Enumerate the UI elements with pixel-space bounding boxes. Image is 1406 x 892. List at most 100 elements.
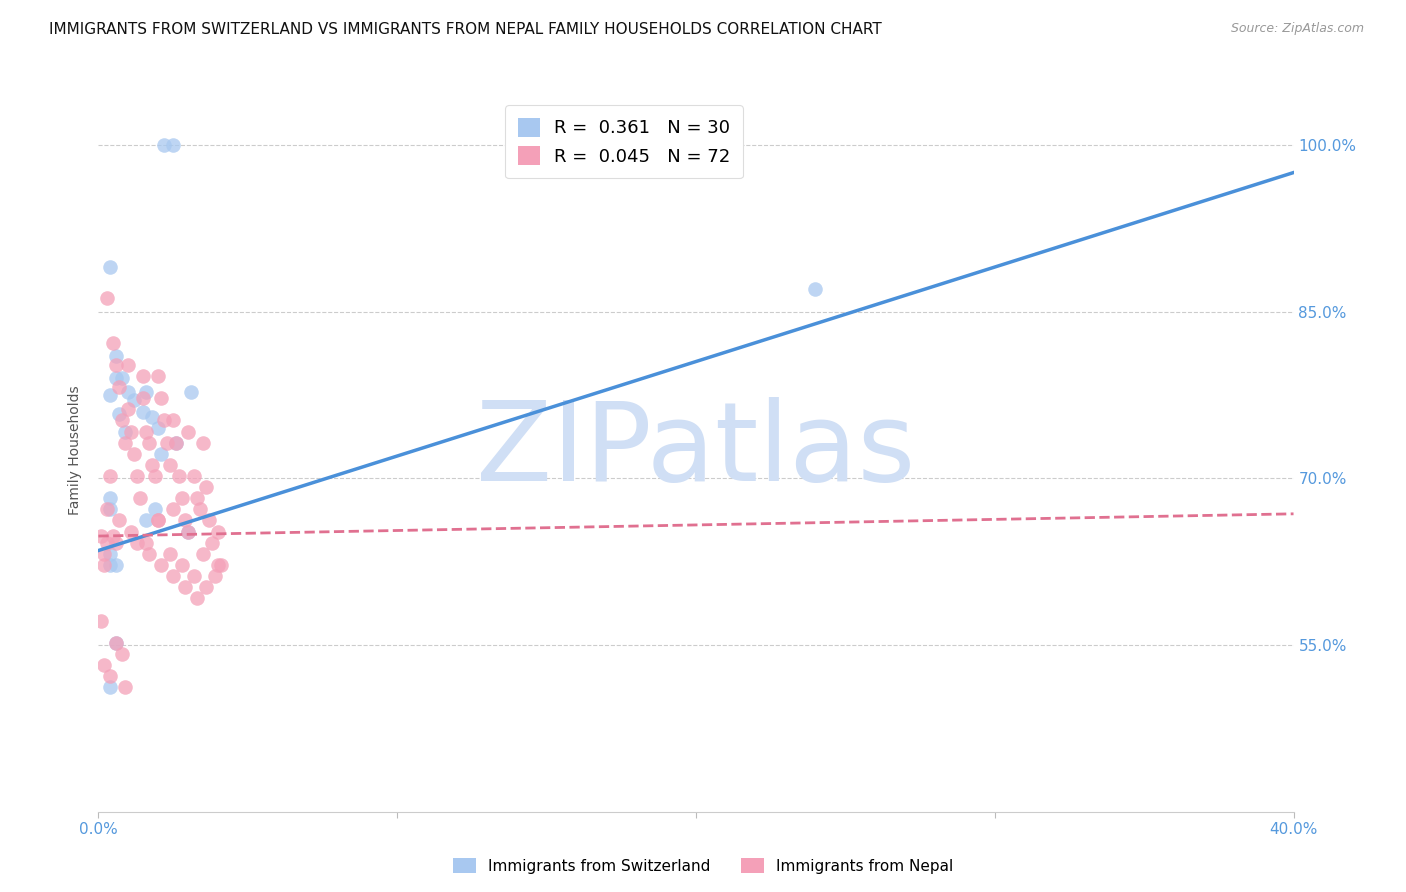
Point (117, 402, 139, 417)
Point (156, 435, 179, 450)
Point (162, 137, 184, 152)
Point (132, 404, 155, 418)
Point (135, 535, 157, 549)
Text: Source: ZipAtlas.com: Source: ZipAtlas.com (1230, 22, 1364, 36)
Point (167, 469, 190, 483)
Point (148, 369, 170, 384)
Point (143, 469, 166, 483)
Point (177, 425, 200, 439)
Point (162, 569, 184, 583)
Point (162, 502, 184, 516)
Point (201, 535, 224, 549)
Point (804, 282, 827, 296)
Point (138, 435, 160, 450)
Point (186, 591, 208, 606)
Point (98, 680, 122, 694)
Point (98, 669, 122, 683)
Point (172, 558, 194, 572)
Point (183, 569, 205, 583)
Point (207, 558, 229, 572)
Point (93, 558, 115, 572)
Point (207, 524, 229, 539)
Point (108, 380, 131, 394)
Point (96, 291, 118, 305)
Point (177, 524, 200, 539)
Point (96, 535, 118, 549)
Point (105, 371, 128, 385)
Point (111, 413, 134, 427)
Point (165, 435, 187, 450)
Point (98, 260, 122, 274)
Point (105, 358, 128, 372)
Point (153, 413, 176, 427)
Point (188, 502, 211, 516)
Point (114, 435, 136, 450)
Point (103, 335, 125, 350)
Point (148, 514, 170, 528)
Point (98, 547, 122, 561)
Point (148, 514, 170, 528)
Point (127, 469, 149, 483)
Point (198, 514, 221, 528)
Point (159, 547, 181, 561)
Legend: Immigrants from Switzerland, Immigrants from Nepal: Immigrants from Switzerland, Immigrants … (447, 852, 959, 880)
Point (98, 491, 122, 506)
Point (108, 407, 131, 421)
Point (135, 384, 157, 399)
Point (105, 349, 128, 363)
Point (183, 469, 205, 483)
Legend: R =  0.361   N = 30, R =  0.045   N = 72: R = 0.361 N = 30, R = 0.045 N = 72 (505, 105, 744, 178)
Point (114, 425, 136, 439)
Text: ZIPatlas: ZIPatlas (477, 397, 915, 504)
Point (105, 636, 128, 650)
Point (98, 469, 122, 483)
Point (93, 658, 115, 673)
Point (105, 558, 128, 572)
Point (191, 435, 214, 450)
Point (105, 636, 128, 650)
Point (165, 435, 187, 450)
Point (103, 529, 125, 543)
Point (180, 384, 202, 399)
Point (174, 580, 197, 594)
Y-axis label: Family Households: Family Households (69, 385, 83, 516)
Text: IMMIGRANTS FROM SWITZERLAND VS IMMIGRANTS FROM NEPAL FAMILY HOUSEHOLDS CORRELATI: IMMIGRANTS FROM SWITZERLAND VS IMMIGRANT… (49, 22, 882, 37)
Point (129, 491, 152, 506)
Point (96, 502, 118, 516)
Point (162, 413, 184, 427)
Point (117, 384, 139, 399)
Point (90, 529, 112, 543)
Point (127, 535, 149, 549)
Point (114, 680, 136, 694)
Point (105, 535, 128, 549)
Point (135, 514, 157, 528)
Point (98, 502, 122, 516)
Point (124, 393, 146, 408)
Point (150, 447, 173, 461)
Point (153, 137, 176, 152)
Point (117, 358, 139, 372)
Point (143, 502, 166, 516)
Point (132, 369, 155, 384)
Point (124, 447, 146, 461)
Point (93, 547, 115, 561)
Point (135, 425, 157, 439)
Point (120, 425, 142, 439)
Point (150, 558, 173, 572)
Point (209, 558, 232, 572)
Point (195, 580, 218, 594)
Point (174, 514, 197, 528)
Point (90, 614, 112, 628)
Point (108, 514, 131, 528)
Point (98, 388, 122, 402)
Point (148, 421, 170, 435)
Point (141, 458, 163, 472)
Point (111, 371, 134, 385)
Point (132, 391, 155, 405)
Point (191, 547, 214, 561)
Point (172, 491, 194, 506)
Point (138, 547, 160, 561)
Point (111, 647, 134, 661)
Point (204, 569, 226, 583)
Point (159, 458, 181, 472)
